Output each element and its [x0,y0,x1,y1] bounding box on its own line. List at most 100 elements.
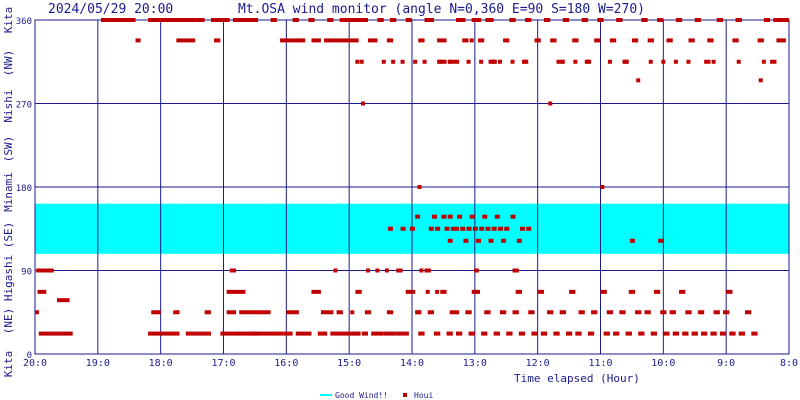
houi-segment [386,310,394,315]
houi-segment [295,38,306,43]
houi-segment [701,331,708,336]
houi-point [510,59,515,64]
houi-segment [675,18,683,22]
houi-segment [587,331,595,336]
houi-point [491,59,496,64]
y-tick-label: 180 [16,184,32,194]
houi-point [356,331,361,336]
x-tick-label: 14:0 [400,358,424,369]
houi-segment [239,310,271,315]
x-tick-label: 16:0 [274,358,298,369]
x-tick-label: 13:0 [463,358,487,369]
x-tick-label: 8:0 [780,358,798,369]
houi-point [413,59,418,64]
houi-segment [236,331,284,336]
houi-segment [352,331,359,336]
direction-label: Nishi [2,89,15,122]
houi-segment [210,18,230,22]
houi-segment [751,331,758,336]
houi-segment [433,331,441,336]
houi-point [475,238,481,243]
houi-segment [575,331,582,336]
houi-segment [405,289,416,294]
houi-segment [148,18,205,22]
houi-segment [732,38,739,43]
houi-point [523,59,528,64]
houi-segment [650,331,658,336]
houi-segment [295,331,312,336]
houi-segment [525,18,532,22]
houi-segment [716,18,724,22]
houi-point [488,59,493,64]
houi-point [600,185,605,189]
houi-point [573,59,578,64]
houi-segment [487,18,494,22]
houi-point [444,226,450,231]
houi-point [758,78,763,83]
houi-segment [455,331,463,336]
houi-segment [509,18,516,22]
houi-segment [534,38,541,43]
houi-segment [446,331,453,336]
houi-point [469,214,475,219]
houi-point [648,59,653,64]
houi-point [488,238,494,243]
houi-point [736,59,741,64]
houi-segment [726,289,733,294]
houi-segment [455,18,466,22]
houi-segment [471,289,478,294]
houi-segment [330,331,356,336]
houi-segment [317,331,328,336]
houi-segment [35,310,39,315]
houi-segment [151,310,161,315]
houi-segment [311,289,321,294]
houi-point [497,226,503,231]
houi-point [485,226,491,231]
legend-good-wind-label: Good Wind!! [335,391,388,400]
houi-segment [710,331,717,336]
houi-segment [616,18,623,22]
houi-segment [424,18,434,22]
houi-segment [232,18,249,22]
houi-segment [669,310,676,315]
houi-point [457,214,463,219]
x-tick-label: 11:0 [588,358,612,369]
houi-segment [280,38,299,43]
houi-point [400,226,406,231]
houi-point [366,268,371,273]
houi-point [472,226,478,231]
houi-point [479,226,485,231]
houi-segment [531,331,538,336]
houi-point [497,59,502,64]
houi-segment [600,289,607,294]
houi-point [360,101,365,106]
houi-segment [352,18,369,22]
houi-point [453,226,459,231]
houi-segment [324,38,343,43]
houi-segment [704,59,711,64]
houi-point [623,59,628,64]
houi-segment [679,289,686,294]
houi-segment [342,38,359,43]
houi-segment [594,38,601,43]
x-tick-label: 19:0 [86,358,110,369]
houi-segment [540,331,548,336]
houi-point [485,18,490,22]
houi-segment [603,331,610,336]
legend-houi-label: Houi [414,391,433,400]
houi-segment [644,310,651,315]
houi-segment [327,18,334,22]
houi-segment [719,331,727,336]
houi-segment [553,331,560,336]
houi-segment [757,38,764,43]
houi-segment [38,331,73,336]
houi-segment [462,38,469,43]
houi-segment [559,310,566,315]
houi-segment [528,310,535,315]
direction-label: (SW) [2,136,15,163]
x-tick-label: 9:0 [717,358,735,369]
houi-segment [251,331,259,336]
houi-segment [437,38,447,43]
chart-timestamp: 2024/05/29 20:00 [48,2,173,17]
